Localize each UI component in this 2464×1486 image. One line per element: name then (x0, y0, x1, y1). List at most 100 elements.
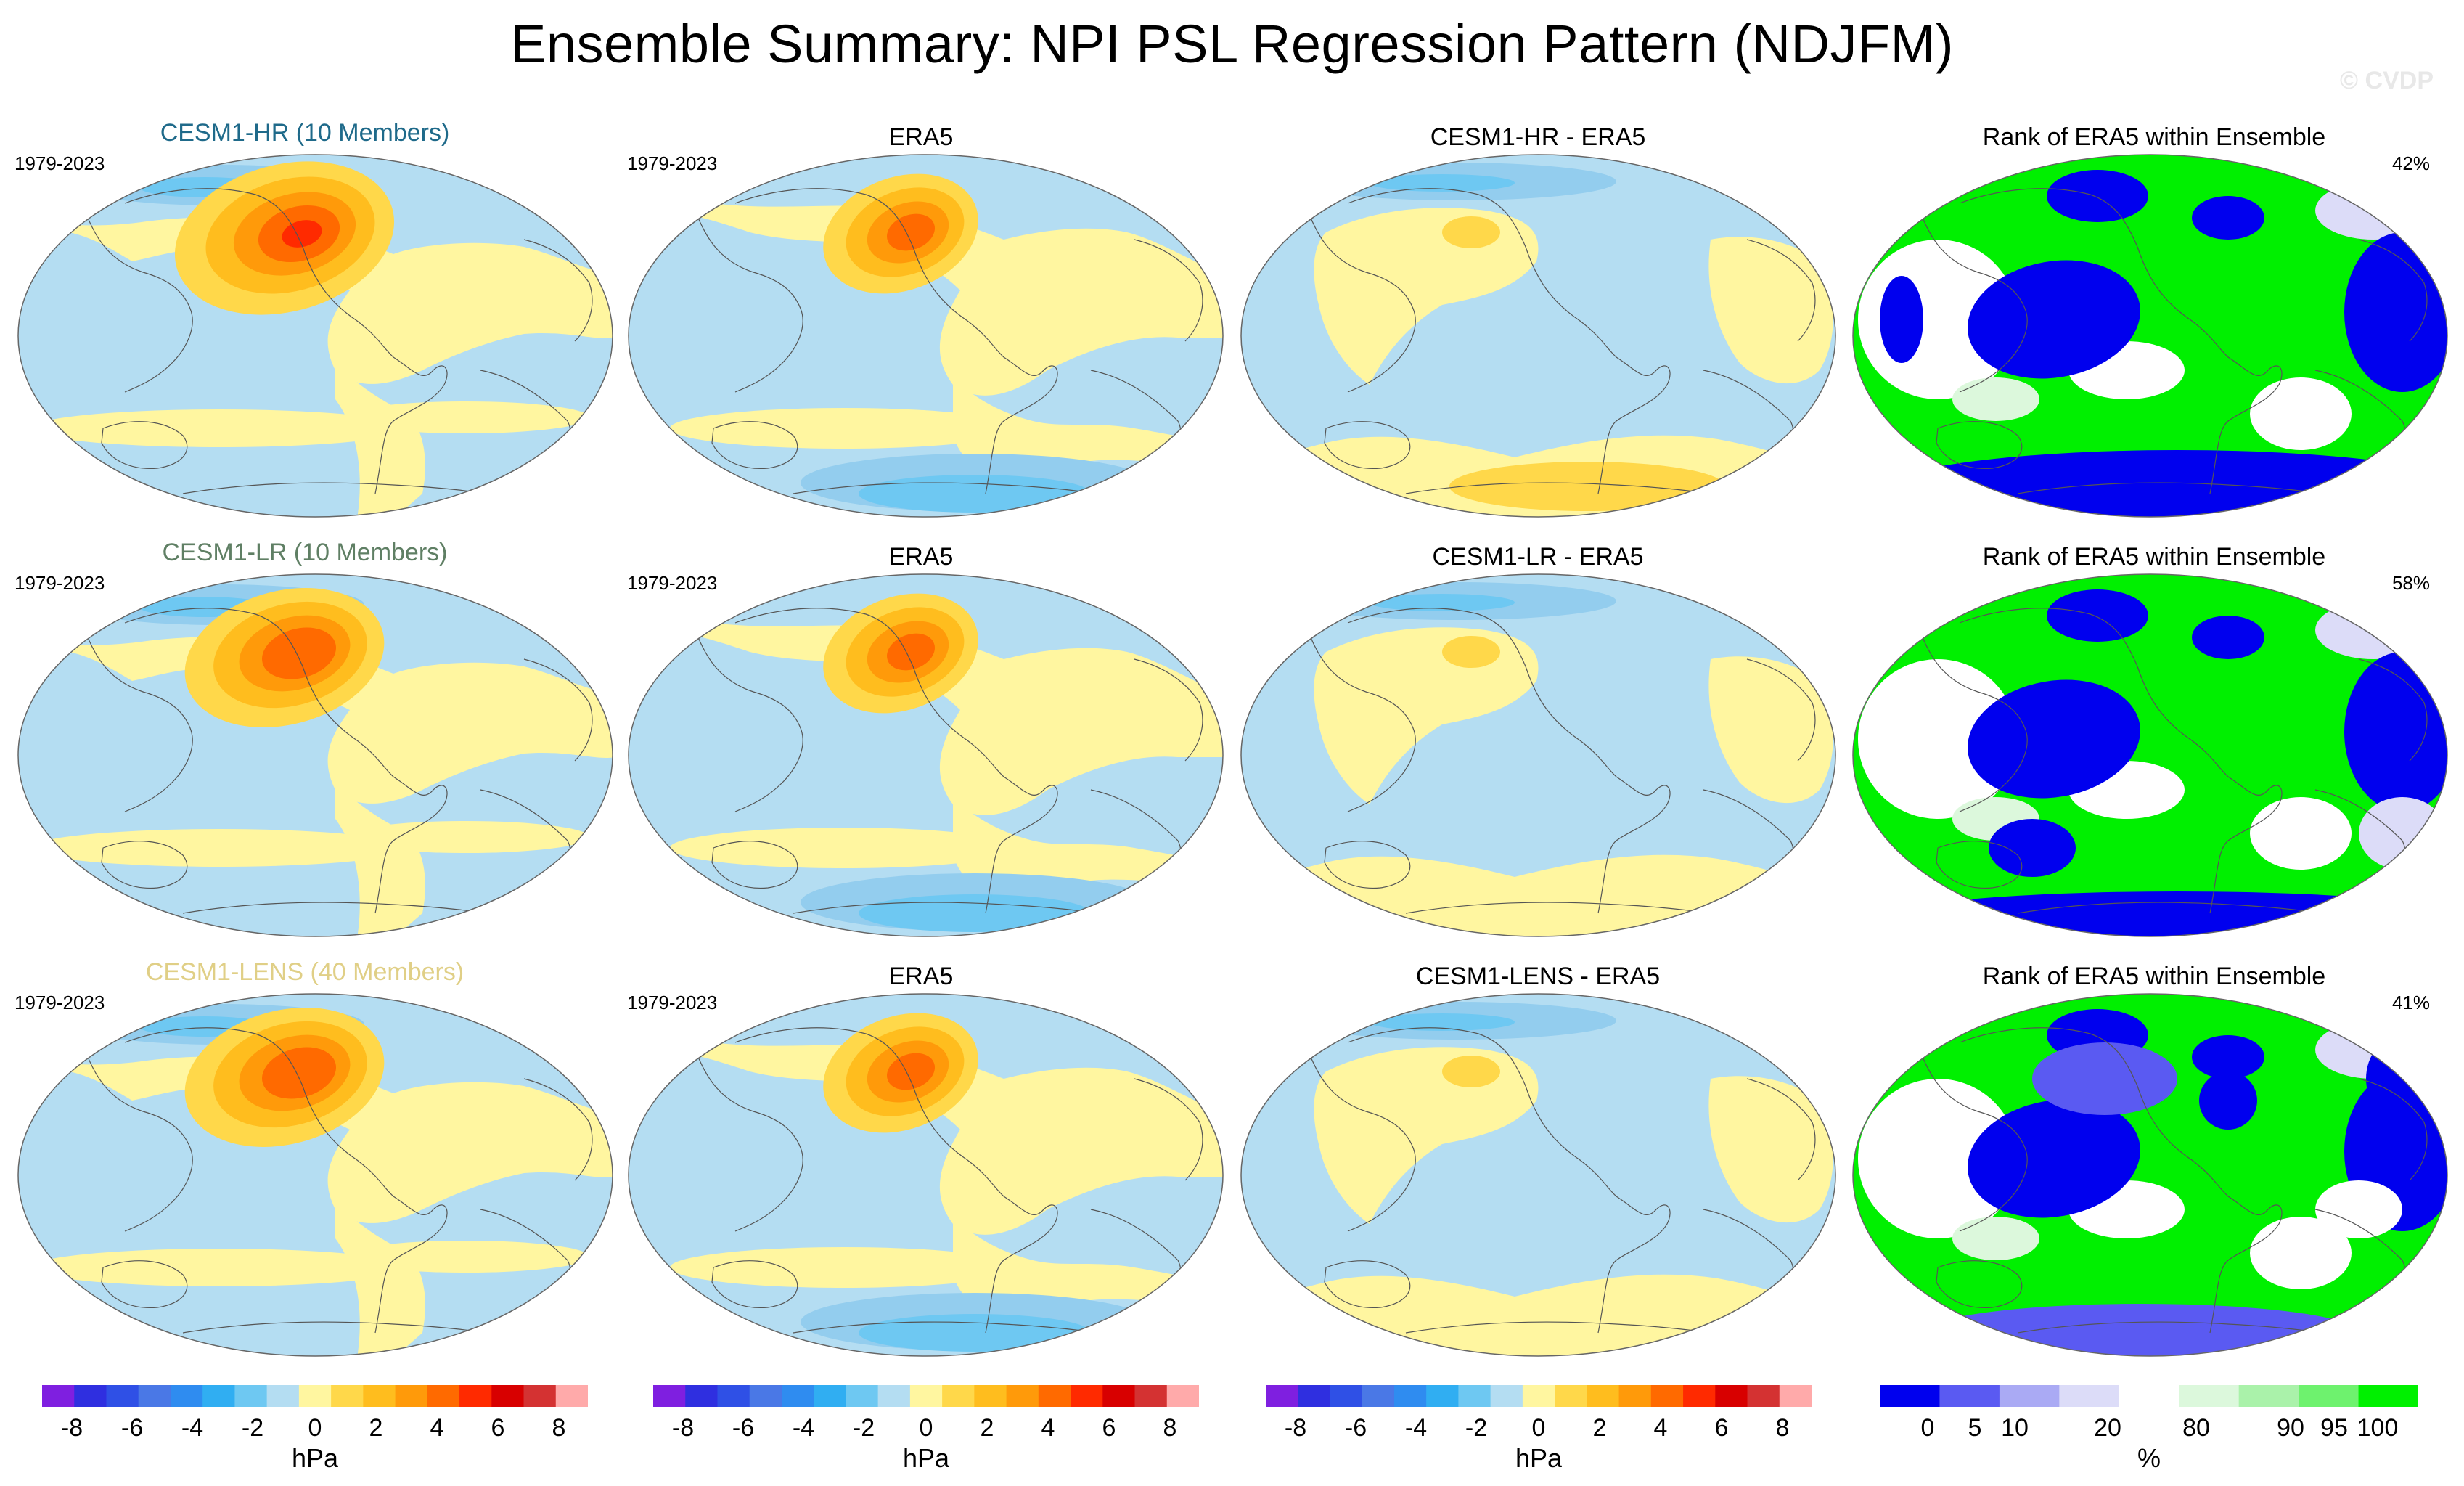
colorbar-swatch (1134, 1385, 1168, 1407)
rank-region (2047, 589, 2148, 642)
colorbar-tick: -2 (1465, 1414, 1488, 1442)
colorbar-swatch (1393, 1385, 1427, 1407)
positive-region (335, 1202, 425, 1356)
coastline (523, 239, 593, 342)
positive-region (18, 217, 613, 384)
coastline (1959, 188, 2283, 494)
positive-band (670, 828, 1018, 868)
rank-percent: 58% (2391, 572, 2430, 594)
colorbar-tick: -8 (1284, 1414, 1307, 1442)
rank-region (1858, 1079, 2018, 1238)
colorbar-swatch (331, 1385, 364, 1407)
coastline (84, 1049, 193, 1232)
colorbar-swatch (1102, 1385, 1136, 1407)
coastline (2358, 1078, 2428, 1181)
colorbar-tick: -6 (1344, 1414, 1367, 1442)
coastline (1134, 658, 1203, 762)
colorbar-swatch (555, 1385, 588, 1407)
coastline (1746, 658, 1816, 762)
positive-region (1314, 1047, 1539, 1224)
colorbar-tick: 6 (1714, 1414, 1729, 1442)
map-field (629, 994, 1223, 1356)
coastline (1959, 608, 2283, 914)
colorbar-tick: -4 (792, 1414, 815, 1442)
rank-region (1858, 659, 2018, 819)
panel-title-hr: CESM1-HR (10 Members) (160, 119, 450, 147)
colorbar-tick: 0 (1531, 1414, 1546, 1442)
positive-region (335, 783, 425, 936)
colorbar-swatch (74, 1385, 107, 1407)
coastline (101, 1260, 188, 1309)
colorbar-swatch (1555, 1385, 1587, 1407)
map-cesm1-lr (17, 573, 613, 937)
colorbar-tick: -8 (60, 1414, 83, 1442)
colorbar-tick: -4 (181, 1414, 204, 1442)
panel-title-era5: ERA5 (888, 963, 954, 990)
coastline (1134, 1078, 1203, 1181)
coastline (711, 421, 798, 470)
colorbar-swatch (1650, 1385, 1684, 1407)
coastline (1307, 629, 1416, 812)
anomaly-contour (1500, 477, 1660, 503)
colorbar-swatch (298, 1385, 332, 1407)
panel-title-diff: CESM1-LR - ERA5 (1432, 543, 1644, 571)
map-era5 (628, 154, 1224, 518)
anomaly-contour (262, 627, 336, 679)
map-cesm1-lens (17, 993, 613, 1357)
coastline (1307, 1049, 1416, 1232)
colorbar-hpa: -8 -6 -4 -2 0 2 4 6 8 hPa (653, 1385, 1199, 1479)
map-border (628, 573, 1224, 937)
colorbar-swatch (1362, 1385, 1395, 1407)
colorbar-tick: -2 (241, 1414, 264, 1442)
colorbar-swatch (1330, 1385, 1363, 1407)
coastline (1347, 1027, 1671, 1334)
panel-title-era5: ERA5 (888, 123, 954, 151)
coastline (2358, 239, 2428, 342)
panel-title-lr: CESM1-LR (10 Members) (162, 539, 448, 566)
colorbar-swatch (909, 1385, 943, 1407)
negative-core (1370, 174, 1515, 192)
colorbar-swatch (717, 1385, 750, 1407)
panel-title-rank: Rank of ERA5 within Ensemble (1982, 543, 2326, 571)
anomaly-contour (282, 220, 322, 248)
coastline (1307, 210, 1416, 393)
colorbar-unit: % (2137, 1443, 2161, 1473)
negative-core (1370, 1013, 1515, 1031)
colorbar-tick: 2 (980, 1414, 994, 1442)
positive-band (30, 829, 408, 867)
coastline (1919, 1049, 2028, 1232)
colorbar-tick: -2 (852, 1414, 875, 1442)
colorbar-tick: 8 (1163, 1414, 1177, 1442)
panel-title-diff: CESM1-LENS - ERA5 (1415, 963, 1661, 990)
colorbar-tick: 0 (919, 1414, 933, 1442)
coastline (124, 188, 448, 494)
colorbar-tick: 0 (308, 1414, 322, 1442)
colorbar-unit: hPa (291, 1443, 339, 1473)
colorbar-swatch (427, 1385, 460, 1407)
rank-region (2315, 601, 2431, 659)
rank-region (2032, 1042, 2177, 1115)
positive-region (18, 637, 613, 804)
map-rank-era5-lens (1852, 993, 2448, 1357)
positive-region (629, 1040, 1223, 1235)
colorbar-swatch (202, 1385, 235, 1407)
anomaly-contour (887, 213, 935, 251)
coastline (1324, 421, 1411, 470)
colorbar-swatch (1266, 1385, 1298, 1407)
colorbar-swatch (2119, 1385, 2179, 1407)
colorbar-swatch (2179, 1385, 2240, 1407)
colorbar-swatch (814, 1385, 846, 1407)
colorbar-swatch (491, 1385, 525, 1407)
positive-region (1708, 237, 1833, 384)
coastline (1936, 1260, 2023, 1309)
coastline (1746, 1078, 1816, 1181)
colorbar-swatch (1426, 1385, 1459, 1407)
colorbar-tick: 100 (2357, 1414, 2399, 1442)
colorbar-rank: 0 5 10 20 80 90 95 100 % (1880, 1385, 2418, 1479)
map-field (1241, 155, 1835, 517)
colorbar-tick: 8 (552, 1414, 566, 1442)
map-border (17, 154, 613, 518)
colorbar-tick: 4 (430, 1414, 444, 1442)
anomaly-contour (262, 1047, 336, 1099)
anomaly-contour (1442, 636, 1500, 668)
